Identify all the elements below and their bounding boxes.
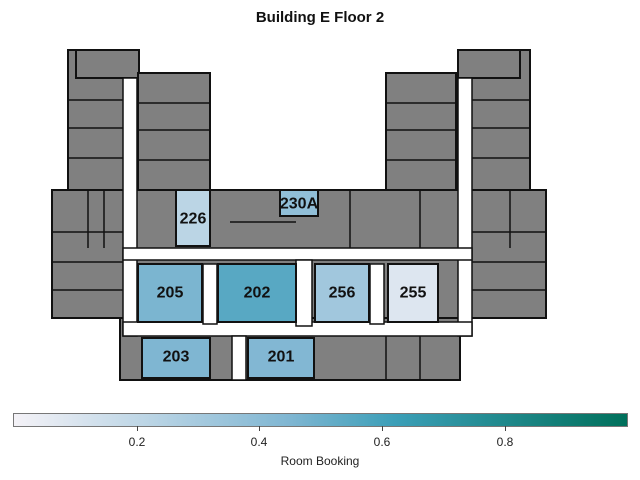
legend-tick <box>505 426 506 431</box>
room-205[interactable] <box>137 263 203 323</box>
room-label-205: 205 <box>157 285 184 302</box>
legend-tick-label: 0.2 <box>128 435 146 449</box>
legend-tick-label: 0.4 <box>250 435 268 449</box>
interior-walls <box>52 99 546 380</box>
legend-tick <box>382 426 383 431</box>
room-255[interactable] <box>387 263 439 323</box>
room-label-230a: 230A <box>280 196 319 213</box>
room-label-226: 226 <box>180 211 207 228</box>
room-label-202: 202 <box>244 285 271 302</box>
color-scale-bar <box>13 413 628 427</box>
room-230a[interactable] <box>279 189 319 217</box>
room-201[interactable] <box>247 337 315 379</box>
legend-title: Room Booking <box>280 454 360 468</box>
room-label-255: 255 <box>400 285 427 302</box>
room-202[interactable] <box>217 263 297 323</box>
room-226[interactable] <box>175 189 211 247</box>
legend-tick-label: 0.6 <box>373 435 391 449</box>
room-256[interactable] <box>314 263 370 323</box>
legend-tick-label: 0.8 <box>496 435 514 449</box>
room-label-256: 256 <box>329 285 356 302</box>
legend-tick <box>259 426 260 431</box>
corridors <box>122 77 473 381</box>
room-label-203: 203 <box>163 349 190 366</box>
legend-tick <box>137 426 138 431</box>
map-title: Building E Floor 2 <box>255 9 385 26</box>
booked-rooms <box>137 189 439 379</box>
room-labels: 226 230A 205 202 256 255 203 201 <box>157 196 427 366</box>
room-203[interactable] <box>141 337 211 379</box>
room-label-201: 201 <box>268 349 295 366</box>
